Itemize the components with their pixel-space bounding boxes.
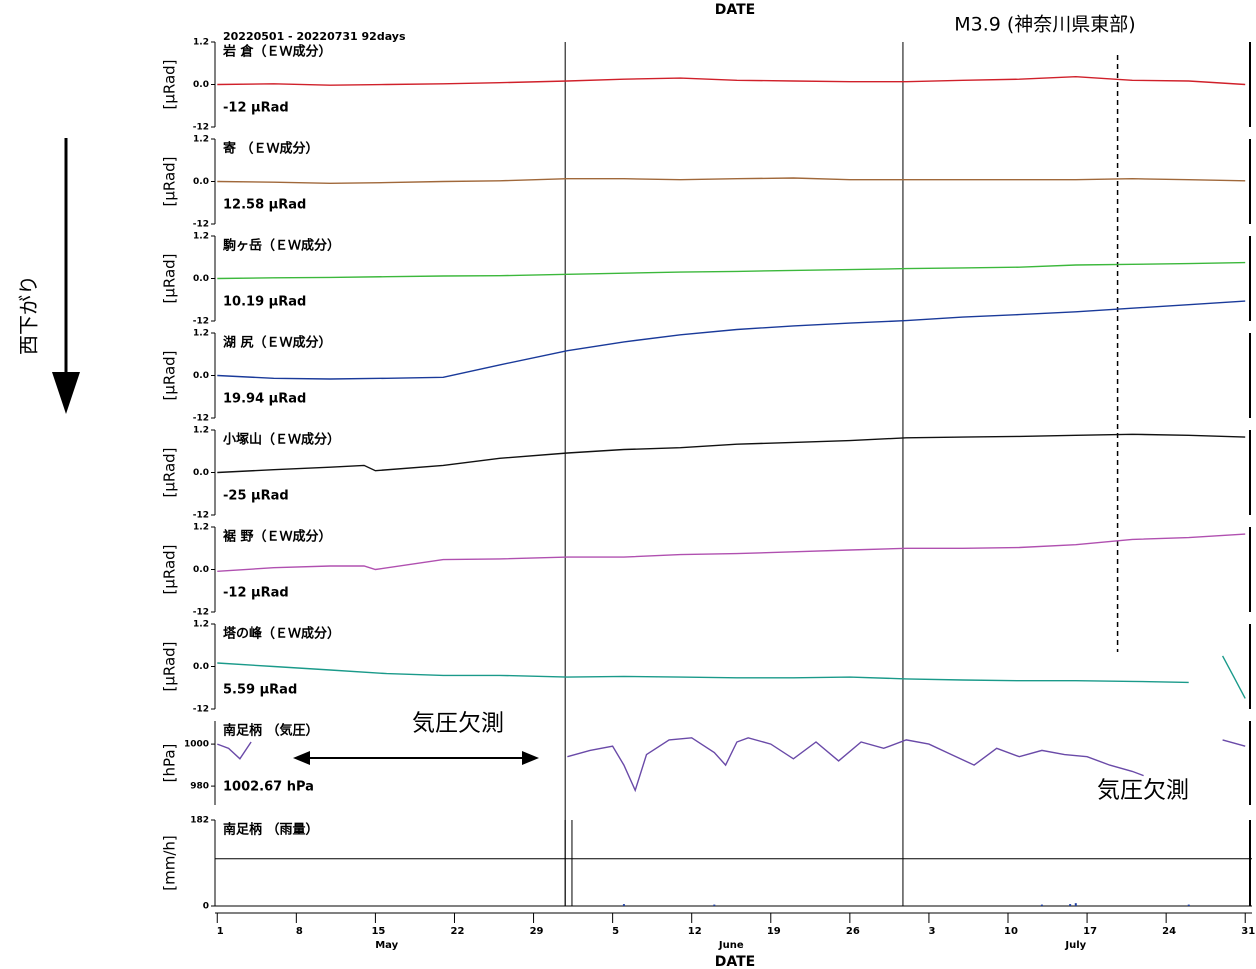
x-tick-label: 8 — [296, 926, 303, 937]
event-label: M3.9 (神奈川県東部) — [954, 14, 1135, 36]
offset-label: 5.59 μRad — [223, 683, 297, 698]
series-line — [217, 300, 1246, 380]
offset-label: -12 μRad — [223, 101, 289, 116]
y-tick-label: 1.2 — [193, 523, 209, 533]
y-tick-label: 182 — [190, 816, 209, 826]
x-tick-label: 26 — [846, 926, 860, 937]
y-tick-label: -12 — [193, 220, 209, 230]
annotation: 気圧欠測 — [412, 711, 504, 737]
panel-name: 塔の峰（ＥＷ成分） — [223, 626, 340, 642]
month-label: July — [1064, 940, 1086, 951]
offset-label: -25 μRad — [223, 489, 289, 504]
y-tick-label: 0.0 — [193, 565, 209, 575]
panel-name: 南足柄 （雨量） — [223, 822, 319, 838]
y-tick-label: -12 — [193, 511, 209, 521]
y-tick-label: -12 — [193, 705, 209, 715]
side-arrowhead — [52, 372, 80, 414]
x-tick-label: 19 — [767, 926, 781, 937]
x-tick-label: 10 — [1004, 926, 1018, 937]
panel-name: 南足柄 （気圧） — [223, 723, 319, 739]
y-tick-label: 0.0 — [193, 468, 209, 478]
y-axis-label: [μRad] — [161, 253, 179, 303]
annotation-arrowhead — [522, 751, 539, 765]
y-tick-label: 1.2 — [193, 620, 209, 630]
y-axis-label: [hPa] — [161, 744, 179, 783]
y-tick-label: -12 — [193, 608, 209, 618]
series-line — [217, 261, 1246, 280]
y-tick-label: -12 — [193, 317, 209, 327]
series-line — [217, 737, 1246, 793]
offset-label: 10.19 μRad — [223, 295, 306, 310]
y-tick-label: -12 — [193, 414, 209, 424]
period-label: 20220501 - 20220731 92days — [223, 30, 406, 43]
x-axis-title: DATE — [715, 954, 755, 969]
offset-label: -12 μRad — [223, 586, 289, 601]
x-tick-label: 22 — [451, 926, 465, 937]
series-line — [217, 177, 1246, 185]
y-axis-label: [μRad] — [161, 641, 179, 691]
y-tick-label: 0 — [203, 902, 209, 912]
top-axis-title: DATE — [715, 2, 755, 18]
y-axis-label: [μRad] — [161, 544, 179, 594]
y-axis-label: [μRad] — [161, 350, 179, 400]
y-tick-label: 1.2 — [193, 329, 209, 339]
annotation-arrowhead — [293, 751, 310, 765]
y-tick-label: 1.2 — [193, 232, 209, 242]
month-label: June — [718, 940, 744, 951]
y-axis-label: [μRad] — [161, 447, 179, 497]
x-tick-label: 15 — [371, 926, 385, 937]
x-tick-label: 29 — [530, 926, 544, 937]
annotation: 気圧欠測 — [1097, 778, 1189, 804]
series-line — [217, 533, 1246, 572]
x-tick-label: 17 — [1083, 926, 1097, 937]
panel-name: 裾 野（ＥＷ成分） — [223, 529, 332, 545]
x-tick-label: 12 — [688, 926, 702, 937]
panel-name: 駒ヶ岳（ＥＷ成分） — [222, 238, 340, 254]
panel-name: 小塚山（ＥＷ成分） — [223, 432, 340, 448]
x-tick-label: 24 — [1162, 926, 1176, 937]
series-line — [217, 433, 1246, 474]
series-line — [217, 655, 1246, 699]
y-axis-label: [mm/h] — [161, 835, 179, 891]
x-tick-label: 31 — [1241, 926, 1255, 937]
panel-name: 湖 尻（ＥＷ成分） — [223, 335, 332, 351]
y-axis-label: [μRad] — [161, 156, 179, 206]
y-tick-label: 1000 — [184, 740, 209, 750]
x-tick-label: 3 — [928, 926, 935, 937]
y-tick-label: -12 — [193, 123, 209, 133]
x-tick-label: 5 — [612, 926, 619, 937]
y-tick-label: 1.2 — [193, 426, 209, 436]
y-tick-label: 0.0 — [193, 662, 209, 672]
month-label: May — [375, 940, 398, 951]
y-tick-label: 0.0 — [193, 274, 209, 284]
panel-name: 岩 倉（ＥＷ成分） — [222, 44, 332, 60]
panel-name: 寄 （ＥＷ成分） — [223, 141, 319, 157]
series-line — [217, 75, 1246, 86]
y-tick-label: 0.0 — [193, 80, 209, 90]
y-tick-label: 980 — [190, 782, 209, 792]
y-tick-label: 0.0 — [193, 177, 209, 187]
y-tick-label: 1.2 — [193, 38, 209, 48]
y-tick-label: 0.0 — [193, 371, 209, 381]
offset-label: 12.58 μRad — [223, 198, 306, 213]
y-tick-label: 1.2 — [193, 135, 209, 145]
y-axis-label: [μRad] — [161, 59, 179, 109]
offset-label: 19.94 μRad — [223, 392, 306, 407]
side-label: 西下がり — [17, 275, 41, 355]
offset-label: 1002.67 hPa — [223, 780, 314, 795]
x-tick-label: 1 — [217, 926, 224, 937]
